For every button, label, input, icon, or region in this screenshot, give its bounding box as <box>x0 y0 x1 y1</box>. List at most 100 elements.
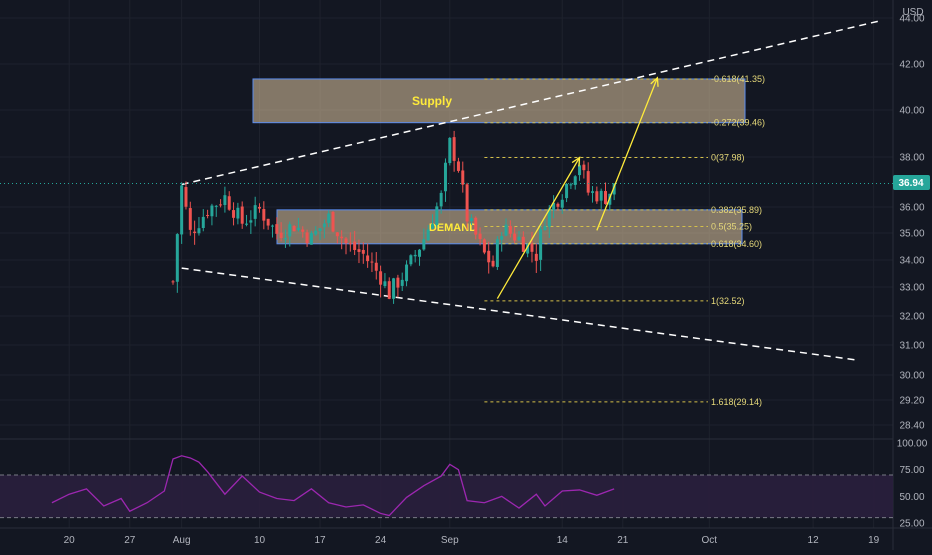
last-price-badge-bg <box>893 175 930 190</box>
channel-lower-line <box>181 267 857 361</box>
candle-body <box>465 184 469 222</box>
candle-body <box>482 239 486 253</box>
channel-lines <box>181 19 883 361</box>
candle-body <box>344 238 348 244</box>
candle-body <box>595 191 599 202</box>
candle-body <box>335 232 339 237</box>
projection-arrow-head <box>571 156 581 167</box>
candle-body <box>426 229 430 241</box>
candle-body <box>193 231 197 234</box>
projection-arrow-head <box>650 76 659 87</box>
time-axis[interactable]: 20 27 Aug 10 17 24 Sep 14 21 Oct 12 19 <box>64 535 880 546</box>
candle-body <box>180 185 184 235</box>
candle-body <box>283 237 287 240</box>
candle-body <box>586 171 590 193</box>
candle-body <box>521 236 525 252</box>
candle-body <box>206 215 210 217</box>
candle-body <box>418 249 422 257</box>
candle-body <box>495 239 499 267</box>
price-tick-label: 35.00 <box>899 229 924 240</box>
candle-body <box>236 207 240 219</box>
candle-body <box>573 176 577 185</box>
candle-body <box>210 205 214 217</box>
rsi-band <box>0 475 893 518</box>
candle-body <box>569 184 573 186</box>
candle-body <box>292 226 296 232</box>
time-tick-label: Sep <box>441 535 459 546</box>
candle-body <box>175 234 179 282</box>
candle-body <box>327 213 331 223</box>
candles <box>0 130 893 304</box>
candle-body <box>517 236 521 240</box>
candle-body <box>171 281 175 283</box>
candle-body <box>413 254 417 257</box>
price-tick-label: 28.40 <box>899 421 924 432</box>
candle-body <box>340 236 344 239</box>
projection-arrow-line <box>596 77 659 231</box>
price-tick-label: 29.20 <box>899 396 924 407</box>
candle-body <box>296 227 300 230</box>
candle-body <box>361 249 365 254</box>
candle-body <box>469 218 473 222</box>
candle-body <box>452 137 456 161</box>
candle-body <box>539 229 543 260</box>
candle-body <box>223 195 227 206</box>
candle-body <box>245 223 249 225</box>
candle-body <box>379 271 383 285</box>
last-price-badge-text: 36.94 <box>898 178 923 189</box>
candle-body <box>219 204 223 206</box>
candle-body <box>240 206 244 224</box>
time-tick-label: 21 <box>617 535 629 546</box>
fib-level-label: 1(32.52) <box>711 296 745 306</box>
candle-body <box>188 208 192 230</box>
candle-body <box>456 161 460 171</box>
candle-body <box>612 183 616 195</box>
candle-body <box>409 255 413 265</box>
candle-body <box>582 164 586 171</box>
candle-body <box>400 279 404 286</box>
candle-body <box>396 277 400 288</box>
candle-body <box>491 260 495 267</box>
candle-body <box>534 253 538 261</box>
price-tick-label: 44.00 <box>899 14 924 25</box>
price-axis[interactable]: USD 44.00 42.00 40.00 38.00 36.00 35.00 34.00 3… <box>897 7 928 530</box>
candle-body <box>504 224 508 236</box>
candle-body <box>547 208 551 227</box>
candle-body <box>258 206 261 209</box>
candle-body <box>249 220 253 223</box>
candle-body <box>348 243 352 245</box>
price-tick-label: 34.00 <box>899 256 924 267</box>
candle-body <box>599 190 603 201</box>
candle-body <box>275 224 279 234</box>
time-tick-label: 14 <box>557 535 569 546</box>
candle-body <box>279 232 283 239</box>
fib-level-label: 0.5(35.25) <box>711 222 752 232</box>
candle-body <box>435 206 439 226</box>
time-tick-label: 17 <box>314 535 326 546</box>
candle-body <box>578 165 582 176</box>
price-tick-label: 36.00 <box>899 203 924 214</box>
rsi-pane <box>0 455 893 519</box>
candle-body <box>500 236 504 240</box>
candle-body <box>184 187 188 207</box>
fib-level-label: -0.272(39.46) <box>711 118 765 128</box>
candle-body <box>604 191 607 204</box>
candle-body <box>322 223 326 228</box>
candle-body <box>197 228 201 234</box>
price-tick-label: 33.00 <box>899 283 924 294</box>
candle-body <box>227 196 231 210</box>
fib-level-label: 0(37.98) <box>711 153 745 163</box>
time-tick-label: 12 <box>808 535 820 546</box>
candle-body <box>565 184 569 199</box>
rsi-tick-label: 75.00 <box>899 465 924 476</box>
price-tick-label: 31.00 <box>899 341 924 352</box>
last-price-badge: 36.94 <box>893 175 930 190</box>
price-tick-label: 32.00 <box>899 312 924 323</box>
candle-body <box>461 170 465 185</box>
candle-body <box>353 241 357 250</box>
fib-level-label: 0.382(35.89) <box>711 205 762 215</box>
candle-body <box>487 250 491 263</box>
